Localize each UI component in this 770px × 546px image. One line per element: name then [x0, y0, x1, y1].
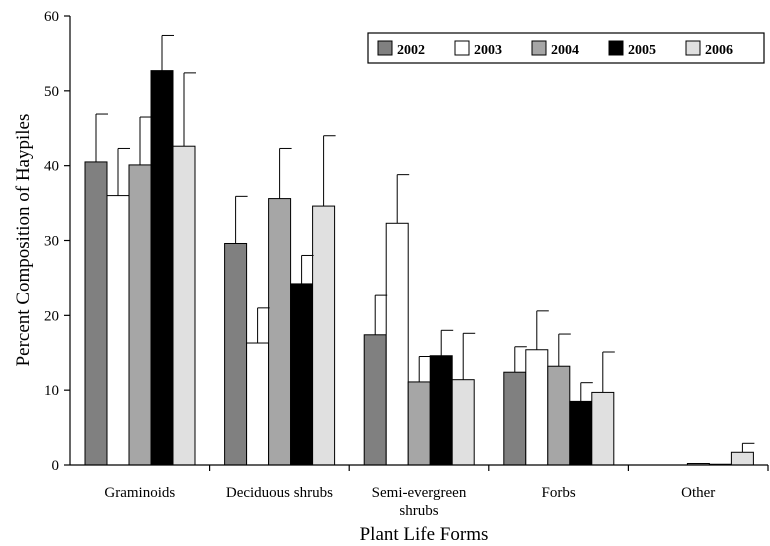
- legend-swatch: [531, 40, 547, 56]
- bar: [84, 161, 108, 466]
- bar: [503, 371, 527, 466]
- bar: [730, 451, 754, 466]
- bar: [150, 70, 174, 466]
- y-axis-ticks: 0 10 20 30 40 50 60: [44, 9, 70, 474]
- bar: [547, 365, 571, 466]
- bar: [172, 145, 196, 466]
- x-axis-category-labels: Graminoids Deciduous shrubs Semi-evergreen…: [104, 465, 769, 519]
- bar: [106, 195, 130, 466]
- bar: [128, 164, 152, 466]
- y-tick-label: 30: [44, 234, 59, 250]
- y-tick-label: 40: [44, 159, 59, 175]
- bar: [385, 222, 409, 466]
- bar: [246, 342, 270, 466]
- error-bars: [95, 34, 755, 453]
- bar: [224, 242, 248, 466]
- legend-label: 2006: [705, 43, 733, 58]
- legend-swatch: [685, 40, 701, 56]
- y-tick-label: 20: [44, 308, 59, 324]
- y-tick-label: 50: [44, 84, 59, 100]
- y-tick-label: 10: [44, 383, 59, 399]
- legend-label: 2003: [474, 43, 502, 58]
- legend-swatch: [454, 40, 470, 56]
- x-category-label: Forbs: [542, 485, 576, 501]
- bar: [569, 400, 593, 466]
- bars: [84, 70, 754, 466]
- bar: [290, 283, 314, 466]
- legend-swatch: [608, 40, 624, 56]
- bar: [429, 355, 453, 466]
- x-axis-title: Plant Life Forms: [360, 524, 489, 545]
- bar: [591, 391, 615, 466]
- bar: [312, 205, 336, 466]
- x-category-label: Graminoids: [104, 485, 175, 501]
- y-tick-label: 60: [44, 9, 59, 25]
- bar: [268, 198, 292, 466]
- legend-label: 2004: [551, 43, 579, 58]
- y-axis-title: Percent Composition of Haypiles: [13, 114, 34, 367]
- legend-swatch: [377, 40, 393, 56]
- x-category-label: Semi-evergreen: [372, 485, 467, 501]
- bar: [363, 334, 387, 466]
- y-tick-label: 0: [52, 458, 60, 474]
- bar: [525, 349, 549, 466]
- legend-label: 2002: [397, 43, 425, 58]
- legend-label: 2005: [628, 43, 656, 58]
- bar: [451, 379, 475, 466]
- x-category-label: Deciduous shrubs: [226, 485, 333, 501]
- x-category-label: shrubs: [399, 503, 438, 519]
- legend: 2002 2003 2004 2005 2006: [367, 32, 765, 64]
- x-category-label: Other: [681, 485, 715, 501]
- bar: [407, 381, 431, 466]
